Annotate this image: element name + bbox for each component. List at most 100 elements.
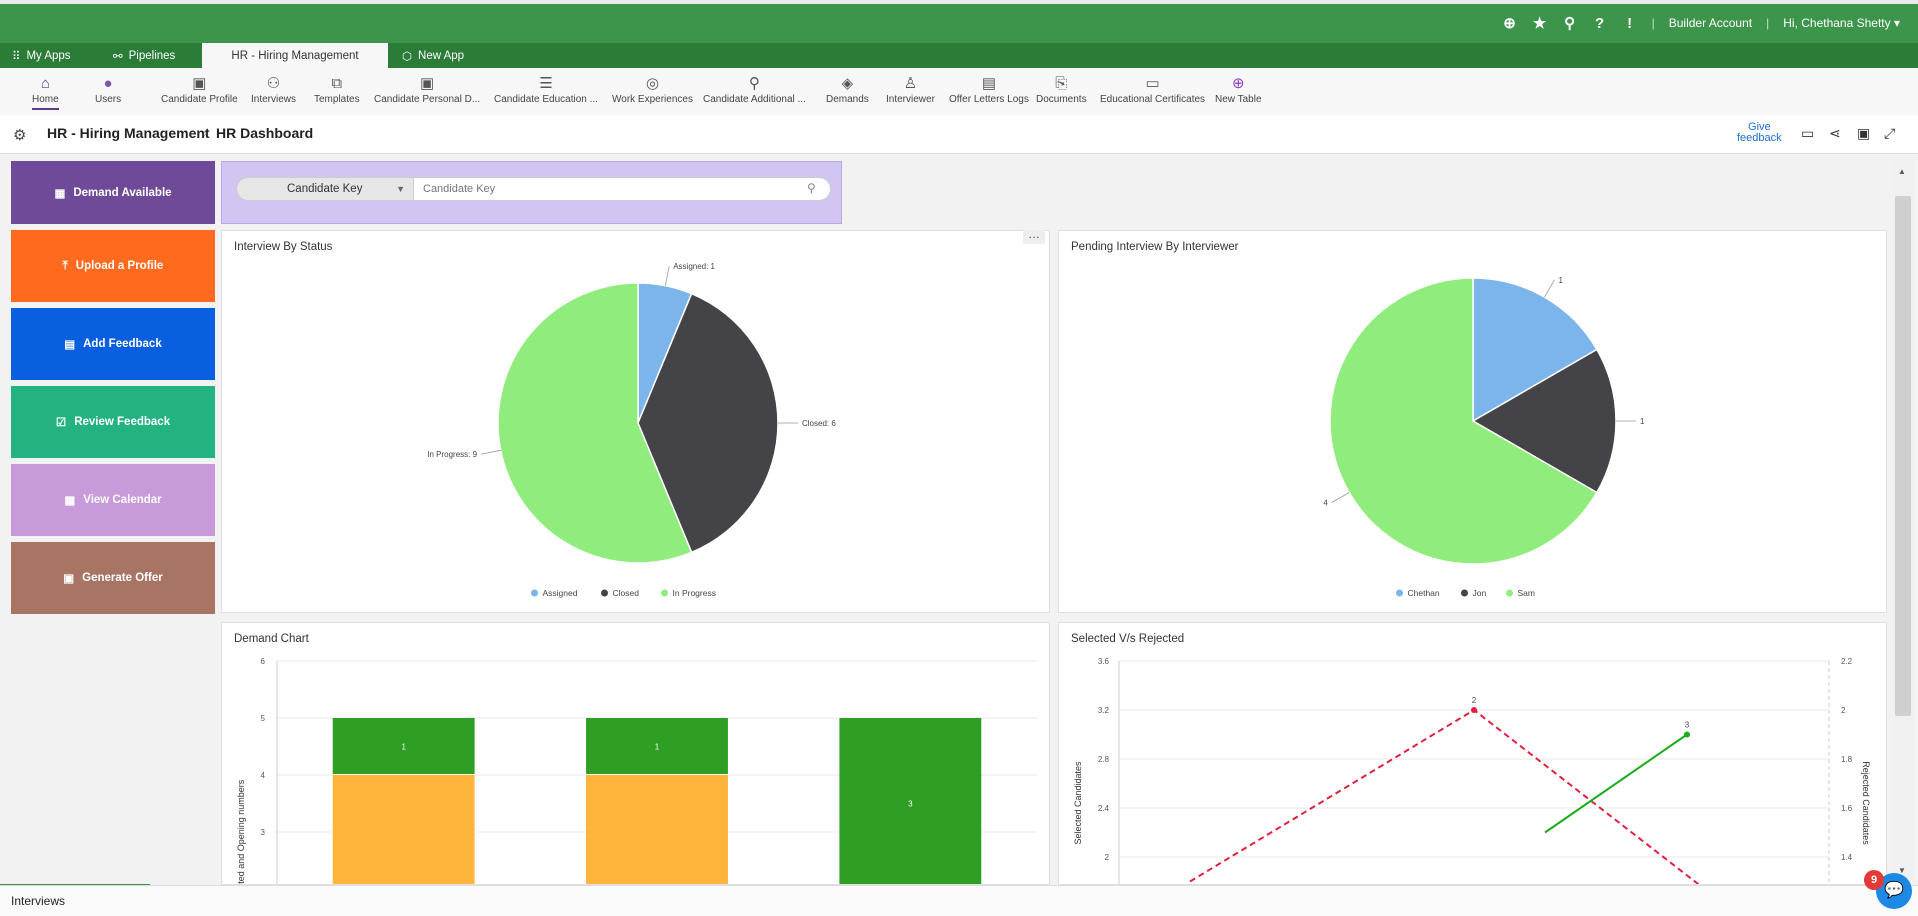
- legend-marker: [1461, 589, 1468, 597]
- legend-marker: [1506, 589, 1513, 597]
- label-connector: [1331, 492, 1350, 503]
- candidate-key-input[interactable]: [413, 177, 831, 201]
- panel-title: Selected V/s Rejected: [1071, 633, 1185, 645]
- people-icon: ⚇: [266, 75, 281, 92]
- alert-icon[interactable]: !: [1627, 14, 1633, 32]
- builder-account-link[interactable]: Builder Account: [1668, 16, 1753, 30]
- panel-title: Pending Interview By Interviewer: [1071, 241, 1239, 253]
- toolbar-item-offer-letters-logs[interactable]: ▤ Offer Letters Logs: [949, 74, 1029, 105]
- user-menu[interactable]: Hi, Chethana Shetty ▾: [1783, 16, 1900, 30]
- series-line: [1189, 708, 1700, 884]
- legend-item: In Progress: [673, 588, 716, 598]
- y2-tick-label: 2.2: [1841, 657, 1853, 666]
- toolbar-item-home[interactable]: ⌂ Home: [32, 74, 59, 110]
- toolbar-label: Demands: [826, 94, 869, 105]
- comment-icon[interactable]: ▭: [1801, 125, 1815, 141]
- bar-segment: [586, 775, 728, 884]
- select-value: Candidate Key: [287, 183, 363, 195]
- add-feedback-button[interactable]: ▤ Add Feedback: [11, 308, 215, 380]
- view-calendar-button[interactable]: ▦ View Calendar: [11, 464, 215, 536]
- toolbar-item-interviewer[interactable]: ♙ Interviewer: [886, 74, 935, 105]
- document-icon: ⎘: [1055, 75, 1068, 92]
- lock-icon[interactable]: ▣: [1857, 125, 1871, 141]
- vertical-scrollbar[interactable]: ▲ ▼: [1892, 161, 1914, 881]
- log-icon: ▤: [981, 75, 997, 92]
- generate-offer-button[interactable]: ▣ Generate Offer: [11, 542, 215, 614]
- settings-gear-icon[interactable]: ⚙: [13, 127, 27, 144]
- upload-profile-button[interactable]: ⤒ Upload a Profile: [11, 230, 215, 302]
- search-icon[interactable]: ⚲: [1564, 15, 1576, 32]
- tab-new-app[interactable]: ⬡ New App: [402, 43, 464, 68]
- scroll-up-icon[interactable]: ▲: [1898, 167, 1906, 176]
- home-icon: ⌂: [40, 75, 50, 92]
- give-feedback-link[interactable]: Give feedback: [1737, 122, 1782, 144]
- series-line: [1544, 733, 1688, 834]
- legend-marker: [1396, 589, 1403, 597]
- scrollbar-thumb[interactable]: [1895, 196, 1911, 716]
- form-icon: ▤: [64, 339, 76, 351]
- demand-available-button[interactable]: ▦ Demand Available: [11, 161, 215, 224]
- label-connector: [1544, 279, 1555, 298]
- bar-label: 1: [655, 743, 660, 752]
- toolbar-item-candidate-profile[interactable]: ▣ Candidate Profile: [161, 74, 238, 105]
- page-title[interactable]: HR Dashboard: [216, 125, 314, 141]
- button-label: Upload a Profile: [75, 260, 164, 272]
- toolbar-label: New Table: [1215, 94, 1262, 105]
- more-options-icon[interactable]: …: [1023, 228, 1045, 244]
- toolbar-item-demands[interactable]: ◈ Demands: [826, 74, 869, 105]
- scroll-down-icon[interactable]: ▼: [1898, 866, 1906, 875]
- chevron-down-icon: ▼: [396, 184, 405, 194]
- expand-icon[interactable]: ⤢: [1884, 125, 1896, 141]
- y-tick-label: 2: [1105, 853, 1110, 862]
- bar-label: 3: [908, 800, 913, 809]
- toolbar-item-candidate-additional[interactable]: ⚲ Candidate Additional ...: [703, 74, 806, 105]
- selected-rejected-panel: Selected V/s Rejected 2 2.4 2.8 3.2 3.6 1.4 1.…: [1058, 622, 1887, 885]
- top-header: ⊕ ★ ⚲ ? ! | Builder Account | Hi, Chetha…: [0, 0, 1918, 43]
- y-tick-label: 5: [261, 714, 266, 723]
- toolbar-label: Documents: [1036, 94, 1087, 105]
- toolbar-label: Users: [95, 94, 122, 105]
- breadcrumb-app[interactable]: HR - Hiring Management: [47, 125, 210, 141]
- tab-pipelines[interactable]: ⚯ Pipelines: [113, 43, 175, 68]
- selected-rejected-line-chart: 2 2.4 2.8 3.2 3.6 1.4 1.6 1.8 2 2.2 Selected Candi…: [1073, 657, 1871, 884]
- toolbar-item-interviews[interactable]: ⚇ Interviews: [251, 74, 296, 105]
- template-icon: ⧉: [331, 75, 343, 92]
- toolbar-label: Educational Certificates: [1100, 94, 1206, 105]
- toolbar-item-users[interactable]: ● Users: [95, 74, 121, 105]
- toolbar-item-educational-certificates[interactable]: ▭ Educational Certificates: [1100, 74, 1205, 105]
- share-icon[interactable]: ⋖: [1829, 125, 1841, 141]
- help-icon[interactable]: ?: [1595, 14, 1605, 32]
- legend-marker: [531, 589, 538, 597]
- y-axis-label: Selected and Opening numbers: [236, 779, 246, 885]
- pie-slice: [497, 282, 693, 564]
- legend-item: Chethan: [1408, 588, 1440, 598]
- toolbar-item-candidate-personal[interactable]: ▣ Candidate Personal D...: [374, 74, 480, 105]
- search-icon[interactable]: ⚲: [807, 181, 816, 195]
- toolbar-label: Candidate Personal D...: [374, 94, 481, 105]
- star-icon[interactable]: ★: [1532, 15, 1547, 32]
- data-label: 1: [1559, 276, 1564, 285]
- toolbar-label: Interviewer: [886, 94, 935, 105]
- toolbar-item-candidate-education[interactable]: ☰ Candidate Education ...: [494, 74, 598, 105]
- toolbar-item-work-experiences[interactable]: ◎ Work Experiences: [612, 74, 693, 105]
- toolbar-label: Candidate Profile: [161, 94, 238, 105]
- review-feedback-button[interactable]: ☑ Review Feedback: [11, 386, 215, 458]
- y-axis-label: Selected Candidates: [1073, 761, 1083, 845]
- bottom-tab-interviews[interactable]: Interviews: [11, 894, 66, 908]
- tab-hr-hiring-management[interactable]: HR - Hiring Management: [202, 43, 388, 68]
- divider: |: [1766, 16, 1770, 30]
- toolbar-label: Templates: [314, 94, 360, 105]
- pipelines-icon: ⚯: [113, 50, 123, 63]
- button-label: Add Feedback: [83, 338, 162, 350]
- y2-axis-label: Rejected Candidates: [1861, 761, 1871, 845]
- y-tick-label: 2.8: [1098, 755, 1110, 764]
- add-icon[interactable]: ⊕: [1503, 15, 1516, 32]
- toolbar-item-new-table[interactable]: ⊕ New Table: [1215, 74, 1262, 105]
- toolbar-item-templates[interactable]: ⧉ Templates: [314, 74, 360, 105]
- bottom-tab-bar: Interviews: [0, 885, 1918, 916]
- tab-my-apps[interactable]: ⠿ My Apps: [12, 43, 71, 68]
- toolbar-item-documents[interactable]: ⎘ Documents: [1036, 74, 1087, 105]
- search-field-select[interactable]: Candidate Key ▼: [236, 177, 414, 201]
- y-tick-label: 4: [261, 771, 266, 780]
- panel-title: Demand Chart: [234, 633, 309, 645]
